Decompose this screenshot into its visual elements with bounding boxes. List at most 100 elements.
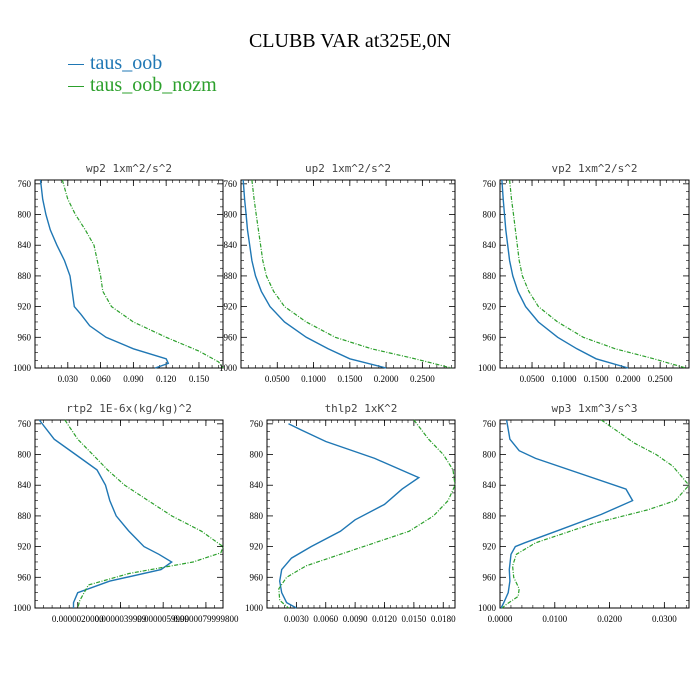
series-line-taus-oob-nozm [61,179,224,369]
legend-label: taus_oob_nozm [90,74,217,96]
y-tick-label: 880 [18,511,32,521]
y-tick-label: 880 [18,271,32,281]
chart-panel-2: up2 1xm^2/s^2 760 800 840 880 920 960 1000 0.050… [219,162,456,384]
x-tick-label: 0.1500 [584,374,609,384]
x-tick-label: 0.0500 [520,374,545,384]
panel-title: wp3 1xm^3/s^3 [551,402,637,415]
series-line-taus-oob [39,179,170,369]
y-tick-label: 840 [18,480,32,490]
y-tick-label: 960 [483,332,497,342]
chart-panel-5: thlp2 1xK^2 760 800 840 880 920 960 1000 0.0030 0… [245,402,456,624]
y-tick-label: 880 [250,511,264,521]
y-tick-label: 800 [483,210,497,220]
y-tick-label: 1000 [219,363,238,373]
y-tick-label: 960 [18,332,32,342]
y-tick-label: 800 [224,210,238,220]
y-tick-label: 1000 [245,603,264,613]
y-tick-label: 920 [18,542,32,552]
series-line-taus-oob [500,419,634,609]
y-tick-label: 840 [250,480,264,490]
x-tick-label: 0.150 [189,374,210,384]
series-line-taus-oob-nozm [501,419,690,609]
plot-frame [266,419,456,609]
y-tick-label: 960 [224,332,238,342]
y-tick-label: 920 [224,302,238,312]
x-tick-label: 0.0000079999800 [173,614,239,624]
chart-panel-4: rtp2 1E-6x(kg/kg)^2 760 800 840 880 920 960 100… [13,402,239,624]
chart-panel-1: wp2 1xm^2/s^2 760 800 840 880 920 960 1000 0.030… [13,162,224,384]
x-tick-label: 0.0090 [343,614,368,624]
x-tick-label: 0.0180 [431,614,456,624]
plot-frame [499,179,690,369]
y-tick-label: 760 [250,419,264,429]
y-tick-label: 1000 [13,603,32,613]
x-tick-label: 0.0000059999 [137,614,189,624]
plot-frame [34,179,224,369]
legend-entry-taus-oob: taus_oob [68,52,162,75]
y-tick-label: 840 [483,240,497,250]
x-tick-label: 0.2500 [410,374,435,384]
series-line-taus-oob [242,179,387,369]
panel-title: vp2 1xm^2/s^2 [551,162,637,175]
x-tick-label: 0.0000039999 [95,614,147,624]
panel-title: wp2 1xm^2/s^2 [86,162,172,175]
y-tick-label: 920 [483,542,497,552]
y-tick-label: 760 [18,179,32,189]
x-tick-label: 0.2000 [616,374,641,384]
series-line-taus-oob-nozm [278,419,456,609]
y-tick-label: 880 [224,271,238,281]
x-tick-label: 0.030 [58,374,79,384]
y-tick-label: 800 [18,210,32,220]
y-tick-label: 800 [250,450,264,460]
y-tick-label: 920 [250,542,264,552]
y-tick-label: 760 [224,179,238,189]
plot-frame [499,419,690,609]
x-tick-label: 0.0060 [313,614,338,624]
x-tick-label: 0.060 [90,374,111,384]
x-tick-label: 0.0500 [265,374,290,384]
y-tick-label: 760 [18,419,32,429]
x-tick-label: 0.2000 [374,374,399,384]
y-tick-label: 840 [483,480,497,490]
x-tick-label: 0.0100 [542,614,567,624]
y-tick-label: 1000 [478,363,497,373]
y-tick-label: 880 [483,271,497,281]
series-line-taus-oob-nozm [251,179,452,369]
x-tick-label: 0.0000 [488,614,513,624]
x-tick-label: 0.0030 [284,614,309,624]
x-tick-label: 0.1000 [552,374,577,384]
series-line-taus-oob-nozm [64,419,224,609]
panel-title: thlp2 1xK^2 [325,402,398,415]
y-tick-label: 1000 [478,603,497,613]
y-tick-label: 840 [18,240,32,250]
x-tick-label: 0.090 [123,374,144,384]
legend-label: taus_oob [90,52,163,74]
legend-line-icon [68,85,84,87]
y-tick-label: 800 [483,450,497,460]
series-line-taus-oob [501,179,629,369]
chart-panel-3: vp2 1xm^2/s^2 760 800 840 880 920 960 1000 0.050… [478,162,690,384]
plot-frame [240,179,456,369]
y-tick-label: 1000 [13,363,32,373]
x-tick-label: 0.1000 [301,374,326,384]
legend-entry-taus-oob-nozm: taus_oob_nozm [68,74,217,97]
panel-title: rtp2 1E-6x(kg/kg)^2 [66,402,192,415]
y-tick-label: 800 [18,450,32,460]
y-tick-label: 960 [483,572,497,582]
x-tick-label: 0.120 [156,374,177,384]
y-tick-label: 840 [224,240,238,250]
figure-title: CLUBB VAR at325E,0N [248,30,452,52]
y-tick-label: 920 [483,302,497,312]
plot-frame [34,419,224,609]
chart-panel-6: wp3 1xm^3/s^3 760 800 840 880 920 960 10000.000… [478,402,690,624]
legend-line-icon [68,63,84,65]
y-tick-label: 760 [483,179,497,189]
panel-title: up2 1xm^2/s^2 [305,162,391,175]
series-line-taus-oob-nozm [509,179,686,369]
x-tick-label: 0.0300 [652,614,677,624]
y-tick-label: 960 [18,572,32,582]
x-tick-label: 0.0000020000 [52,614,104,624]
y-tick-label: 960 [250,572,264,582]
y-tick-label: 880 [483,511,497,521]
